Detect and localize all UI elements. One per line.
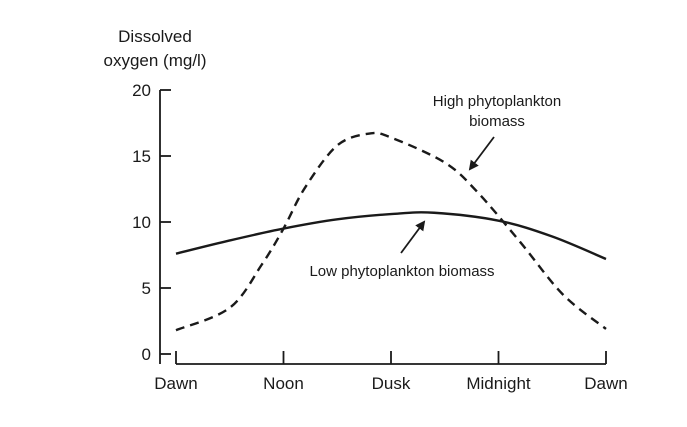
annotation-low-arrow bbox=[400, 220, 426, 254]
y-axis-label-line-1: Dissolved bbox=[118, 27, 192, 46]
y-tick-label-4: 20 bbox=[132, 81, 151, 100]
series-high-phytoplankton-line bbox=[175, 131, 607, 332]
y-tick-label-3: 15 bbox=[132, 147, 151, 166]
data-series bbox=[175, 131, 607, 332]
annotation-high-arrow bbox=[468, 136, 495, 171]
y-axis-label-line-2: oxygen (mg/l) bbox=[104, 51, 207, 70]
x-tick-label-3: Midnight bbox=[466, 374, 531, 393]
x-tick-label-4: Dawn bbox=[584, 374, 627, 393]
annotation-high-line-1: High phytoplankton bbox=[433, 93, 561, 110]
y-tick-label-1: 5 bbox=[142, 279, 151, 298]
x-tick-label-1: Noon bbox=[263, 374, 304, 393]
annotation-high-line-2: biomass bbox=[469, 113, 525, 130]
annotation-low-label: Low phytoplankton biomass bbox=[309, 263, 494, 280]
x-tick-label-0: Dawn bbox=[154, 374, 197, 393]
y-tick-label-2: 10 bbox=[132, 213, 151, 232]
x-axis-ticks: Dawn Noon Dusk Midnight Dawn bbox=[154, 351, 628, 393]
series-low-phytoplankton-line bbox=[175, 211, 607, 261]
x-tick-label-2: Dusk bbox=[372, 374, 411, 393]
y-tick-label-0: 0 bbox=[142, 345, 151, 364]
y-axis-ticks: 0 5 10 15 20 bbox=[132, 81, 171, 364]
